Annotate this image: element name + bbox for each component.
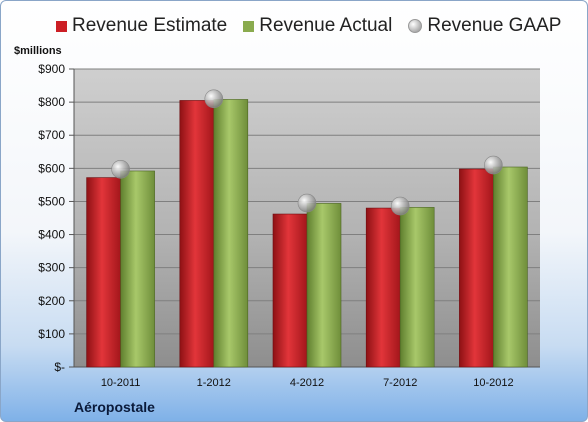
y-tick-label: $800 xyxy=(38,95,65,109)
y-tick-label: $400 xyxy=(38,228,65,242)
bar-revenue-actual xyxy=(493,166,528,368)
bar-revenue-actual xyxy=(120,170,155,368)
company-name: Aéropostale xyxy=(74,399,155,415)
bar-revenue-estimate xyxy=(272,213,308,368)
marker-revenue-gaap xyxy=(484,155,503,175)
legend-item-estimate: Revenue Estimate xyxy=(56,15,227,37)
bar-revenue-estimate xyxy=(459,168,494,368)
y-tick-label: $700 xyxy=(38,128,65,142)
x-tick-label: 10-2011 xyxy=(101,377,141,389)
x-tick-label: 10-2012 xyxy=(473,377,513,389)
marker-revenue-gaap xyxy=(297,193,317,213)
bar-revenue-actual xyxy=(399,207,435,368)
legend-label-estimate: Revenue Estimate xyxy=(72,15,228,36)
y-tick-label: $300 xyxy=(38,261,65,275)
legend-swatch-estimate xyxy=(56,20,67,32)
y-tick-label: $600 xyxy=(38,161,65,175)
legend-item-actual: Revenue Actual xyxy=(243,15,392,37)
bar-revenue-estimate xyxy=(86,177,121,368)
bar-revenue-actual xyxy=(213,99,249,368)
legend-label-actual: Revenue Actual xyxy=(259,15,393,36)
y-tick-label: $200 xyxy=(38,294,65,308)
bar-revenue-estimate xyxy=(365,207,401,368)
legend-item-gaap: Revenue GAAP xyxy=(408,15,561,37)
chart-legend: Revenue Estimate Revenue Actual Revenue … xyxy=(56,15,561,37)
x-tick-label: 1-2012 xyxy=(197,377,231,389)
marker-revenue-gaap xyxy=(390,196,410,216)
x-tick-label: 4-2012 xyxy=(290,377,324,389)
bar-revenue-estimate xyxy=(179,100,215,368)
bar-revenue-actual xyxy=(306,203,342,368)
legend-swatch-actual xyxy=(243,20,255,32)
x-tick-label: 7-2012 xyxy=(383,377,417,389)
legend-swatch-gaap xyxy=(408,19,423,33)
y-tick-label: $- xyxy=(54,360,65,374)
y-axis-unit-label: $millions xyxy=(14,45,62,57)
marker-revenue-gaap xyxy=(204,89,224,109)
y-tick-label: $500 xyxy=(38,194,65,208)
y-tick-label: $900 xyxy=(38,62,65,76)
y-tick-label: $100 xyxy=(38,327,65,341)
legend-label-gaap: Revenue GAAP xyxy=(427,15,562,36)
marker-revenue-gaap xyxy=(111,160,130,179)
